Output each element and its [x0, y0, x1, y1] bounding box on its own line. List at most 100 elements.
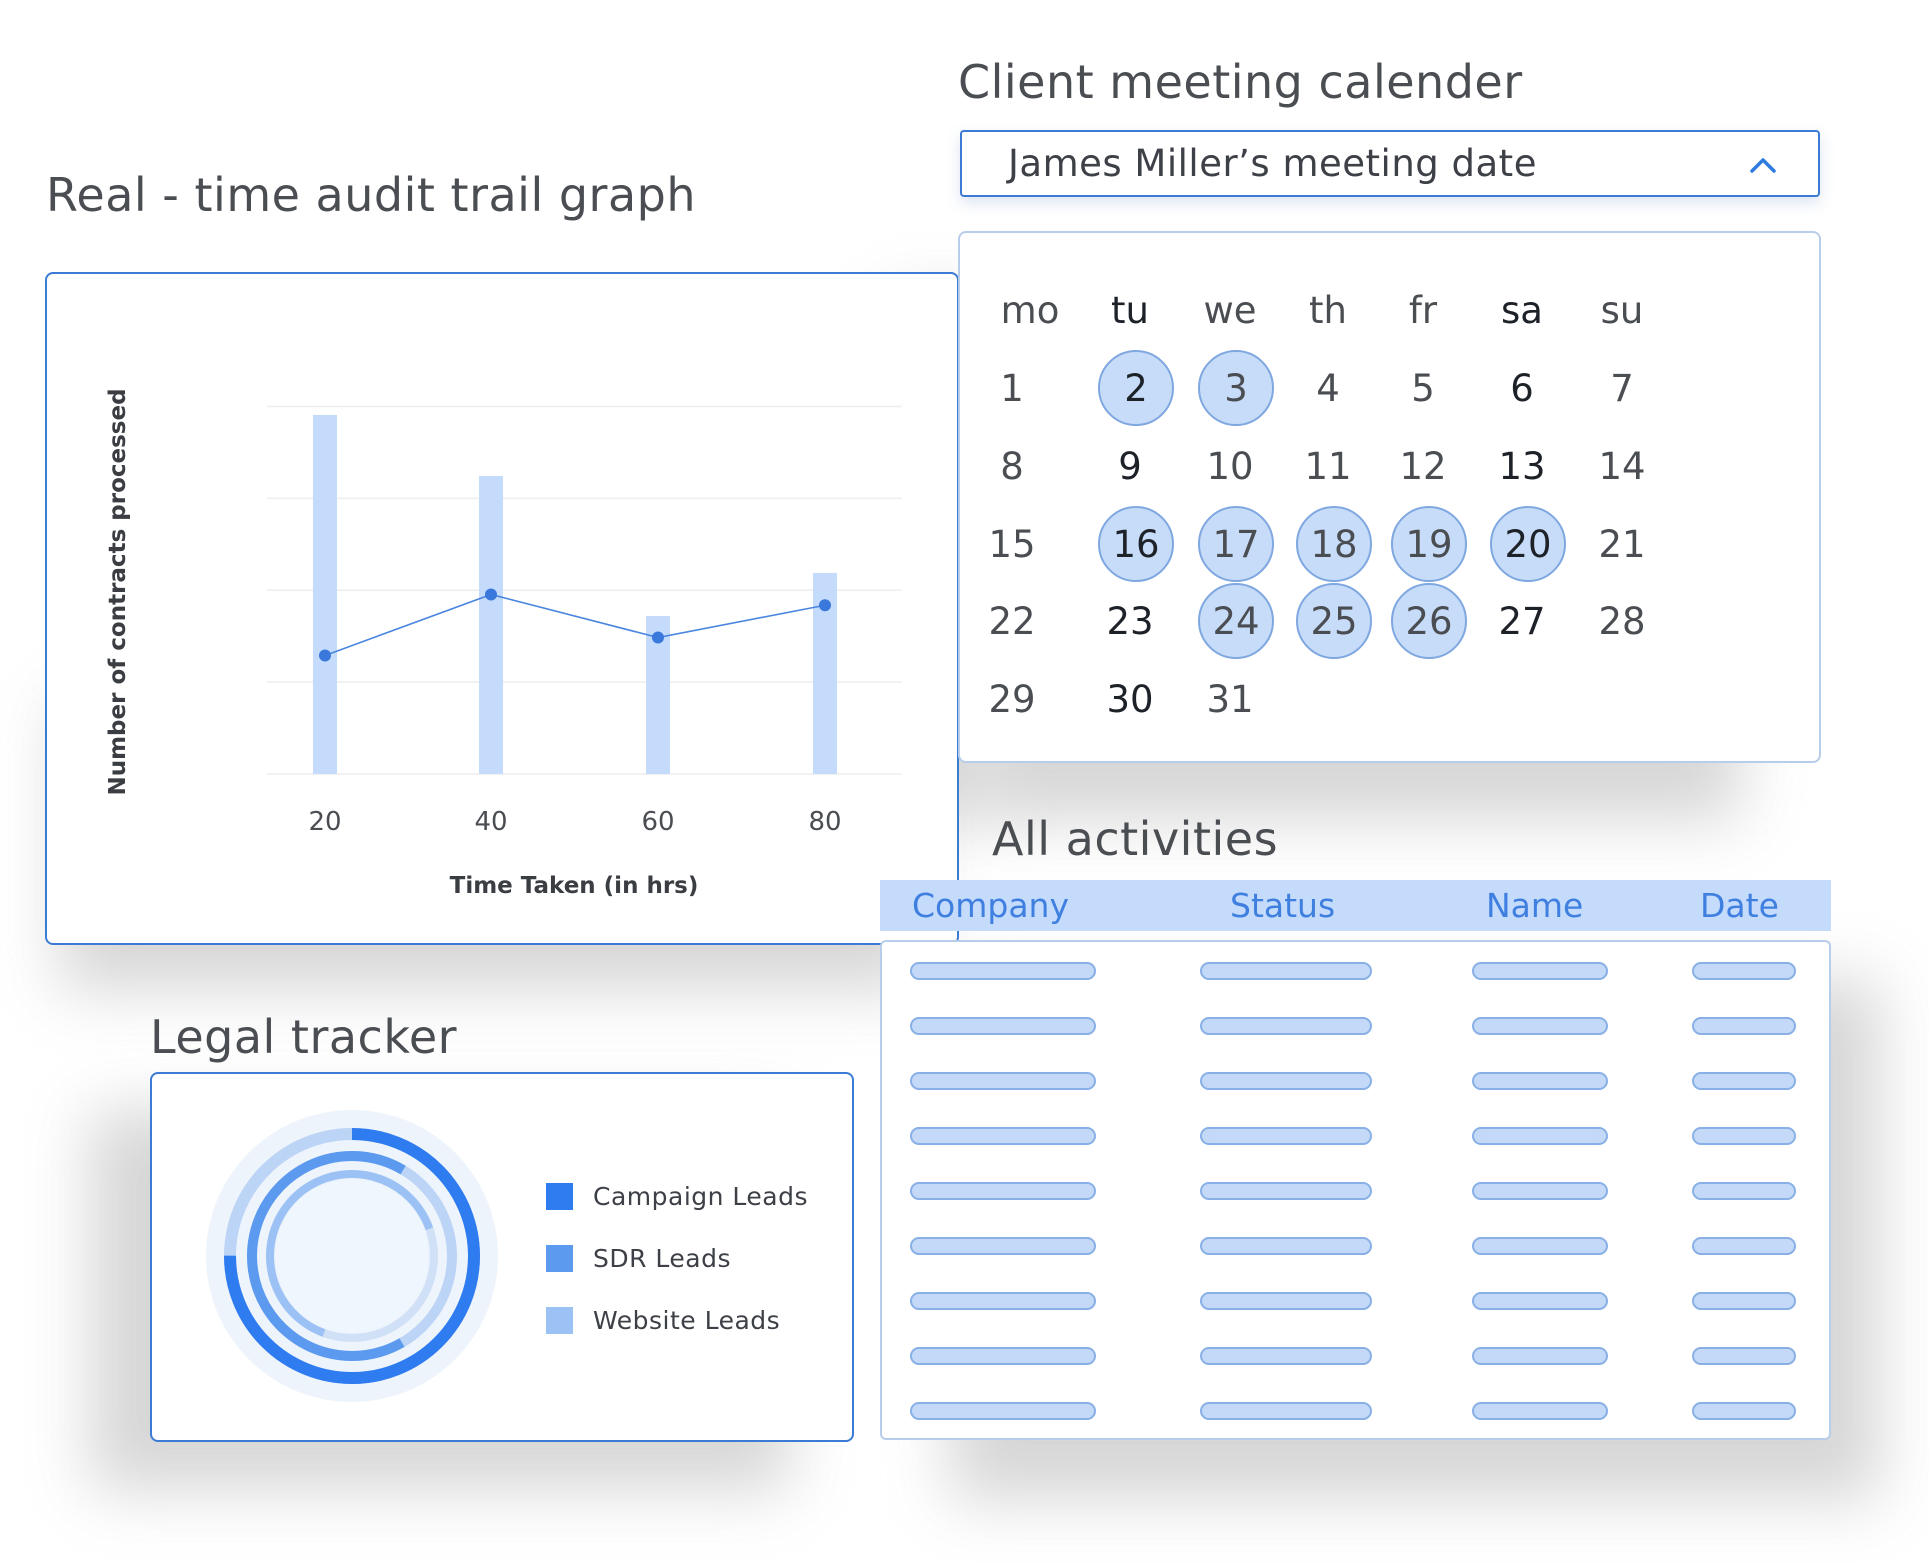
calendar-day-16[interactable]: 16	[1098, 506, 1174, 582]
y-axis-title: Number of contracts processed	[105, 388, 131, 795]
audit-graph-card: 20 40 60 80 Time Taken (in hrs) Number of con…	[45, 272, 959, 945]
weekday-tu: tu	[1111, 288, 1149, 332]
calendar-day-18[interactable]: 18	[1296, 506, 1372, 582]
calendar-day-1[interactable]: 1	[1000, 366, 1024, 410]
calendar-day-23[interactable]: 23	[1106, 599, 1154, 643]
x-axis-title: Time Taken (in hrs)	[450, 873, 699, 899]
placeholder-cell-date	[1692, 1237, 1796, 1255]
placeholder-cell-date	[1692, 1127, 1796, 1145]
x-tick-label: 80	[808, 807, 841, 837]
table-row[interactable]	[882, 1292, 1829, 1314]
point-20	[319, 649, 331, 662]
meeting-date-dropdown[interactable]: James Miller’s meeting date	[960, 130, 1820, 197]
placeholder-cell-status	[1200, 1017, 1372, 1035]
calendar-day-15[interactable]: 15	[988, 522, 1036, 566]
weekday-su: su	[1600, 288, 1644, 332]
legend-campaign-leads: Campaign Leads	[546, 1182, 808, 1211]
calendar-day-10[interactable]: 10	[1206, 444, 1254, 488]
table-row[interactable]	[882, 1237, 1829, 1259]
weekday-th: th	[1309, 288, 1347, 332]
placeholder-cell-name	[1472, 1347, 1608, 1365]
audit-graph-chart: 20 40 60 80 Time Taken (in hrs) Number of con…	[105, 388, 902, 899]
calendar-day-27[interactable]: 27	[1498, 599, 1546, 643]
weekday-we: we	[1203, 288, 1257, 332]
weekday-fr: fr	[1408, 288, 1438, 332]
ring-website-leads	[266, 1170, 439, 1342]
chevron-up-icon[interactable]	[1748, 150, 1778, 180]
legend-website-leads: Website Leads	[546, 1306, 780, 1335]
placeholder-cell-name	[1472, 1237, 1608, 1255]
placeholder-cell-company	[910, 1072, 1096, 1090]
legend-swatch	[546, 1307, 573, 1334]
calendar-day-29[interactable]: 29	[988, 677, 1036, 721]
point-60	[652, 631, 664, 644]
placeholder-cell-status	[1200, 1402, 1372, 1420]
calendar-day-11[interactable]: 11	[1304, 444, 1352, 488]
x-tick-label: 60	[641, 807, 674, 837]
calendar-day-13[interactable]: 13	[1498, 444, 1546, 488]
placeholder-cell-status	[1200, 1292, 1372, 1310]
calendar-day-7[interactable]: 7	[1610, 366, 1634, 410]
placeholder-cell-company	[910, 1292, 1096, 1310]
calendar-day-30[interactable]: 30	[1106, 677, 1154, 721]
calendar-day-21[interactable]: 21	[1598, 522, 1646, 566]
placeholder-cell-status	[1200, 962, 1372, 980]
placeholder-cell-date	[1692, 1402, 1796, 1420]
column-header-name[interactable]: Name	[1486, 886, 1584, 925]
legend-label: SDR Leads	[593, 1244, 732, 1273]
placeholder-cell-date	[1692, 962, 1796, 980]
legend-sdr-leads: SDR Leads	[546, 1244, 731, 1273]
calendar-day-24[interactable]: 24	[1198, 583, 1274, 659]
placeholder-cell-company	[910, 962, 1096, 980]
activities-table-header: Company Status Name Date	[880, 880, 1831, 931]
placeholder-cell-name	[1472, 1292, 1608, 1310]
calendar-day-14[interactable]: 14	[1598, 444, 1646, 488]
placeholder-cell-company	[910, 1127, 1096, 1145]
placeholder-cell-date	[1692, 1072, 1796, 1090]
legal-tracker-title: Legal tracker	[150, 1010, 458, 1064]
calendar-day-9[interactable]: 9	[1118, 444, 1142, 488]
table-row[interactable]	[882, 1347, 1829, 1369]
table-row[interactable]	[882, 1072, 1829, 1094]
legend-swatch	[546, 1183, 573, 1210]
calendar-day-12[interactable]: 12	[1399, 444, 1447, 488]
column-header-status[interactable]: Status	[1230, 886, 1336, 925]
calendar-day-6[interactable]: 6	[1510, 366, 1534, 410]
calendar-day-28[interactable]: 28	[1598, 599, 1646, 643]
table-row[interactable]	[882, 1127, 1829, 1149]
calendar-day-2[interactable]: 2	[1098, 350, 1174, 426]
column-header-company[interactable]: Company	[912, 886, 1069, 925]
table-row[interactable]	[882, 1402, 1829, 1424]
calendar-day-17[interactable]: 17	[1198, 506, 1274, 582]
calendar-day-25[interactable]: 25	[1296, 583, 1372, 659]
calendar-day-5[interactable]: 5	[1411, 366, 1435, 410]
legend-label: Website Leads	[593, 1306, 781, 1335]
placeholder-cell-date	[1692, 1017, 1796, 1035]
table-row[interactable]	[882, 962, 1829, 984]
calendar-day-4[interactable]: 4	[1316, 366, 1340, 410]
placeholder-cell-date	[1692, 1182, 1796, 1200]
calendar-day-8[interactable]: 8	[1000, 444, 1024, 488]
calendar-day-26[interactable]: 26	[1391, 583, 1467, 659]
placeholder-cell-status	[1200, 1072, 1372, 1090]
placeholder-cell-name	[1472, 1017, 1608, 1035]
audit-graph-title: Real - time audit trail graph	[46, 168, 697, 222]
calendar-day-22[interactable]: 22	[988, 599, 1036, 643]
calendar-day-20[interactable]: 20	[1490, 506, 1566, 582]
calendar-day-3[interactable]: 3	[1198, 350, 1274, 426]
weekday-mo: mo	[1000, 288, 1060, 332]
table-row[interactable]	[882, 1182, 1829, 1204]
placeholder-cell-name	[1472, 1127, 1608, 1145]
x-tick-label: 40	[474, 807, 507, 837]
calendar-day-31[interactable]: 31	[1206, 677, 1254, 721]
column-header-date[interactable]: Date	[1700, 886, 1779, 925]
placeholder-cell-company	[910, 1237, 1096, 1255]
activities-title: All activities	[992, 812, 1279, 866]
placeholder-cell-date	[1692, 1347, 1796, 1365]
calendar-title: Client meeting calender	[958, 55, 1523, 109]
table-row[interactable]	[882, 1017, 1829, 1039]
legal-tracker-card: Campaign Leads SDR Leads Website Leads	[150, 1072, 854, 1442]
leads-ring-chart	[206, 1110, 498, 1402]
placeholder-cell-status	[1200, 1237, 1372, 1255]
calendar-day-19[interactable]: 19	[1391, 506, 1467, 582]
